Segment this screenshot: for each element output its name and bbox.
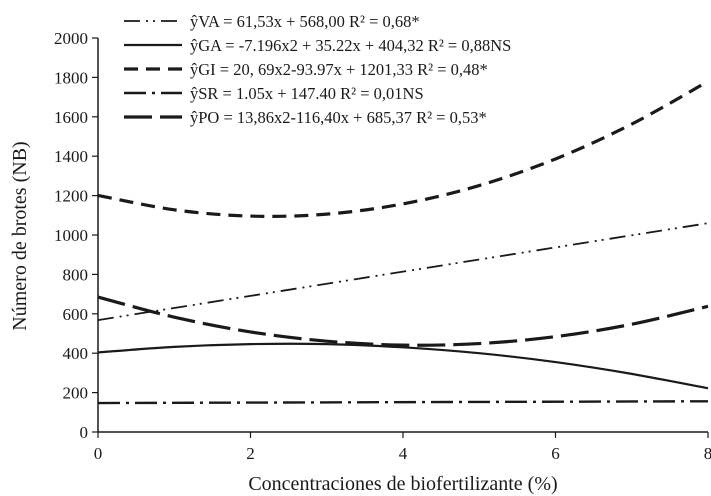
legend-label-po: ŷPO = 13,86x2-116,40x + 685,37 R² = 0,53… <box>190 108 487 127</box>
y-tick-label: 1600 <box>54 108 88 127</box>
series-line-va <box>97 222 709 321</box>
y-tick-label: 600 <box>63 305 89 324</box>
y-tick-label: 1800 <box>54 68 88 87</box>
y-tick-label: 1000 <box>54 226 88 245</box>
series-line-po <box>97 295 709 347</box>
x-tick-label: 8 <box>704 444 711 463</box>
series-line-sr <box>97 400 709 405</box>
x-tick-label: 4 <box>399 444 408 463</box>
legend: ŷVA = 61,53x + 568,00 R² = 0,68* ŷGA = -7… <box>124 12 511 127</box>
y-tick-label: 1200 <box>54 187 88 206</box>
y-axis-title: Número de brotes (NB) <box>9 141 31 330</box>
y-tick-label: 1400 <box>54 147 88 166</box>
y-tick-label: 200 <box>63 384 89 403</box>
y-ticks: 0 200 400 600 800 1000 1200 1400 1600 1800 2000 <box>54 29 98 442</box>
series-line-gi <box>97 79 709 218</box>
legend-label-sr: ŷSR = 1.05x + 147.40 R² = 0,01NS <box>190 84 424 103</box>
y-tick-label: 0 <box>80 423 89 442</box>
series-layer <box>97 79 709 405</box>
y-tick-label: 400 <box>63 344 89 363</box>
legend-label-gi: ŷGI = 20, 69x2-93.97x + 1201,33 R² = 0,4… <box>190 60 488 79</box>
x-axis-title: Concentraciones de biofertilizante (%) <box>248 473 557 495</box>
x-ticks: 0 2 4 6 8 <box>94 432 711 463</box>
x-tick-label: 6 <box>551 444 560 463</box>
x-tick-label: 0 <box>94 444 103 463</box>
legend-label-va: ŷVA = 61,53x + 568,00 R² = 0,68* <box>190 12 420 31</box>
y-tick-label: 2000 <box>54 29 88 48</box>
x-tick-label: 2 <box>246 444 255 463</box>
y-tick-label: 800 <box>63 265 89 284</box>
series-line-ga <box>97 342 709 390</box>
legend-label-ga: ŷGA = -7.196x2 + 35.22x + 404,32 R² = 0,… <box>190 36 511 55</box>
axes: 0 200 400 600 800 1000 1200 1400 1600 1800 2000 0 2… <box>54 29 711 463</box>
